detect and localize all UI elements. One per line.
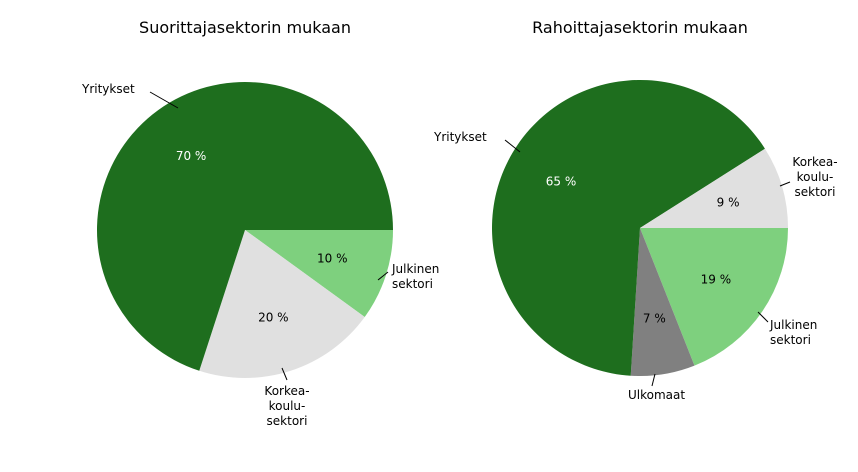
pie-slice xyxy=(640,148,788,228)
value-label: 20 % xyxy=(258,310,289,324)
category-label: Korkea- koulu- sektori xyxy=(792,155,838,199)
chart-title: Suorittajasektorin mukaan xyxy=(139,18,351,37)
pie-slice xyxy=(97,82,393,371)
leader-line xyxy=(149,91,179,109)
category-label: Korkea- koulu- sektori xyxy=(264,384,310,428)
pie-slice xyxy=(630,228,695,376)
leader-line xyxy=(651,373,656,387)
leader-line xyxy=(504,139,521,153)
pie-slice xyxy=(640,228,788,366)
value-label: 7 % xyxy=(643,312,666,326)
category-label: Ulkomaat xyxy=(628,388,686,402)
leader-line xyxy=(757,311,769,323)
category-label: Yritykset xyxy=(434,130,487,144)
category-label: Julkinen sektori xyxy=(392,262,440,291)
pie-slice xyxy=(245,230,394,317)
value-label: 10 % xyxy=(317,251,348,265)
pie-slice xyxy=(199,230,365,378)
category-label: Julkinen sektori xyxy=(770,318,818,347)
leader-line xyxy=(377,271,389,281)
value-label: 70 % xyxy=(176,149,207,163)
value-label: 19 % xyxy=(701,273,732,287)
value-label: 9 % xyxy=(717,195,740,209)
leader-line xyxy=(281,367,288,381)
category-label: Yritykset xyxy=(82,82,135,96)
pie-slice xyxy=(492,79,765,376)
chart-title: Rahoittajasektorin mukaan xyxy=(532,18,748,37)
leader-line xyxy=(779,181,791,187)
value-label: 65 % xyxy=(546,174,577,188)
